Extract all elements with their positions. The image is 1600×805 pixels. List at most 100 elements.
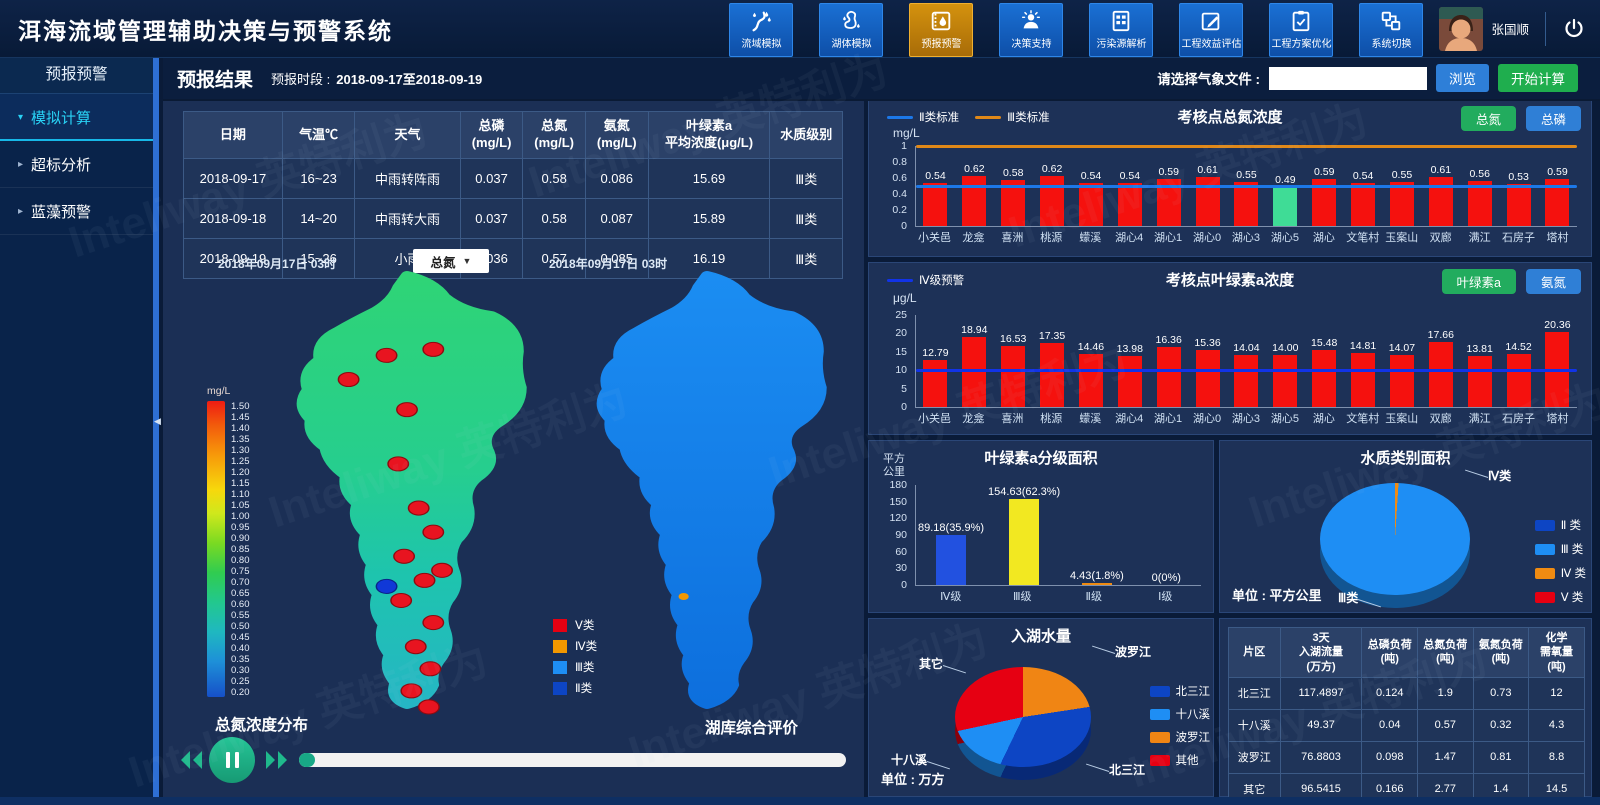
nav-tile-4[interactable]: 决策支持: [999, 2, 1064, 57]
y-axis: 0 0.2 0.4 0.6 0.8 1: [877, 140, 911, 232]
pie-callout-label: 十八溪: [891, 753, 928, 767]
table-cell: 117.4897: [1279, 676, 1363, 710]
decision-support-icon: [1019, 9, 1043, 33]
legend-item: 波罗江: [1149, 729, 1210, 745]
bar-value-label: 0.55: [1391, 169, 1413, 181]
sidebar-collapse-handle[interactable]: ◀: [154, 415, 161, 426]
x-tick-label: 双廊: [1429, 413, 1452, 425]
nav-tile-1[interactable]: 流域模拟: [729, 2, 794, 57]
forecast-table: 日期 气温℃ 天气 总磷 (mg/L) 总氮 (mg/L) 氨氮 (mg/L) 叶绿素a 平均浓度(…: [183, 111, 843, 279]
sidebar-item-3[interactable]: ▸ 蓝藻预警: [0, 188, 153, 235]
nav-tile-6[interactable]: 工程效益评估: [1179, 2, 1244, 57]
x-tick-label: 文笔村: [1346, 232, 1380, 244]
user-avatar[interactable]: [1439, 6, 1484, 51]
x-axis-labels: 小关邑 龙龛 喜洲 桃源 蠓溪 湖心4 湖心1 湖心0 湖心3 湖心5 湖心 文笔村 玉案山 双廊 满江 石房…: [915, 410, 1577, 426]
bar-column: 0.55: [1385, 146, 1420, 226]
bar-value-label: 0.59: [1313, 165, 1335, 178]
rewind-button[interactable]: [179, 749, 205, 771]
y-tick-label: 10: [895, 364, 907, 377]
station-marker: [431, 562, 453, 578]
chart-toggle-button[interactable]: 总氮: [1460, 106, 1516, 131]
table-cell: 0.085: [584, 238, 649, 279]
colorbar-tick: 0.90: [231, 533, 250, 544]
bar-湖心0: [1195, 350, 1220, 407]
x-tick-label: 喜洲: [1001, 413, 1024, 425]
nav-tile-2[interactable]: 湖体模拟: [819, 2, 884, 57]
nav-tile-7[interactable]: 工程方案优化: [1269, 2, 1334, 57]
table-cell: 0.087: [584, 198, 649, 239]
legend-item: 北三江: [1149, 683, 1210, 699]
bar-column: 0.54: [1074, 146, 1109, 226]
map-right-caption: 湖库综合评价: [705, 720, 799, 737]
chart-toggle-button[interactable]: 氨氮: [1525, 269, 1581, 294]
station-marker: [422, 615, 445, 631]
weather-file-input[interactable]: [1269, 66, 1427, 90]
bar-value-label: 18.94: [961, 324, 988, 337]
bar-column: 0.54: [918, 146, 953, 226]
nav-label: 流域模拟: [741, 39, 782, 50]
colorbar-tick: 0.25: [231, 676, 250, 687]
bar-龙龛: [962, 337, 987, 407]
table-row: 十八溪 49.37 0.04 0.57 0.32 4.3: [1228, 708, 1585, 742]
start-calc-button[interactable]: 开始计算: [1498, 64, 1578, 92]
chart-toggle-button[interactable]: 总磷: [1525, 106, 1581, 131]
bar-column: 14.81: [1346, 315, 1381, 407]
pause-button[interactable]: [209, 737, 255, 783]
bottom-strip: [0, 797, 1600, 805]
station-marker: [387, 456, 410, 472]
table-cell: 12: [1528, 676, 1585, 710]
chla-chart-panel: Ⅳ级预警 考核点叶绿素a浓度 叶绿素a 氨氮 μg/L 0 5 10 15 20 25 12…: [868, 262, 1592, 435]
bar-value-label: 4.43(1.8%): [1070, 569, 1124, 582]
bar-value-label: 14.52: [1505, 340, 1532, 353]
table-row: 北三江 117.4897 0.124 1.9 0.73 12: [1228, 676, 1585, 710]
nav-label: 系统切换: [1371, 39, 1412, 50]
nav-tile-3[interactable]: 预报预警: [909, 2, 974, 57]
pie-surface: [1320, 483, 1470, 595]
station-marker: [337, 371, 360, 388]
y-axis-unit: μg/L: [893, 291, 917, 305]
bar-小关邑: [923, 182, 948, 226]
x-tick-label: 湖心4: [1115, 232, 1144, 244]
period-value: 2018-09-17至2018-09-19: [336, 71, 483, 87]
nav-tile-5[interactable]: 污染源解析: [1089, 2, 1154, 57]
fast-forward-button[interactable]: [263, 749, 289, 771]
bar-湖心3: [1234, 182, 1259, 226]
browse-button[interactable]: 浏览: [1436, 64, 1489, 92]
power-button[interactable]: [1562, 17, 1586, 41]
concentration-map: [296, 271, 527, 715]
time-progress-bar[interactable]: [299, 753, 846, 767]
chart-toggle-button[interactable]: 叶绿素a: [1441, 269, 1516, 294]
x-tick-label: 双廊: [1429, 232, 1452, 244]
sidebar-item-2[interactable]: ▸ 超标分析: [0, 141, 153, 188]
bar-column: 18.94: [957, 315, 992, 407]
bar-蠓溪: [1078, 353, 1103, 407]
pie-chart: [955, 667, 1091, 780]
nav-label: 工程方案优化: [1271, 39, 1332, 50]
column-header: 天气: [354, 111, 461, 159]
table-cell: 0.04: [1361, 708, 1419, 742]
station-marker: [393, 548, 416, 564]
table-row: 波罗江 76.8803 0.098 1.47 0.81 8.8: [1228, 740, 1585, 774]
table-cell: 0.098: [1361, 740, 1419, 774]
column-header: 总磷负荷 (吨): [1361, 627, 1419, 678]
sidebar: 预报预警 ▾ 模拟计算 ▸ 超标分析 ▸ 蓝藻预警: [0, 57, 159, 805]
legend-label: Ⅴ类: [575, 620, 595, 632]
sidebar-item-label: 模拟计算: [31, 109, 92, 127]
table-cell: 中雨转大雨: [354, 198, 461, 239]
unit-label: 单位 : 平方公里: [1232, 588, 1322, 603]
sidebar-item-1[interactable]: ▾ 模拟计算: [0, 94, 159, 141]
x-tick-label: 湖心4: [1115, 413, 1144, 425]
station-marker: [422, 341, 445, 357]
column-header: 片区: [1228, 627, 1281, 678]
x-tick-label: 喜洲: [1001, 232, 1024, 244]
x-tick-label: 湖心: [1312, 232, 1335, 244]
bar-value-label: 0.61: [1430, 164, 1452, 177]
map-left-caption: 总氮浓度分布: [215, 717, 309, 734]
colorbar-tick: 0.80: [231, 555, 250, 566]
bar-value-label: 89.18(35.9%): [918, 522, 985, 535]
x-tick-label: 湖心1: [1154, 413, 1183, 425]
parameter-dropdown[interactable]: 总氮 ▼: [413, 249, 489, 273]
colorbar-tick: 0.50: [231, 621, 250, 632]
colorbar-tick: 0.95: [231, 522, 250, 533]
nav-tile-8[interactable]: 系统切换: [1359, 2, 1424, 57]
